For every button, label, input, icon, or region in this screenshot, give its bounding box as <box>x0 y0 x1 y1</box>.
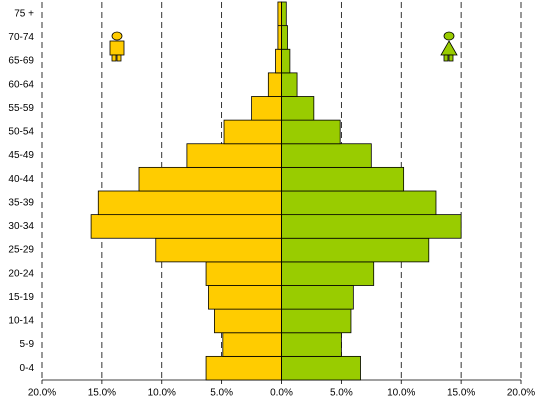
x-tick-label: 5.0% <box>330 388 353 399</box>
y-tick-label: 55-59 <box>8 103 34 114</box>
bar <box>281 48 291 74</box>
x-tick-label: 10.0% <box>148 388 176 399</box>
y-tick-label: 20-24 <box>8 268 34 279</box>
x-tick-label: 15.0% <box>88 388 116 399</box>
bar <box>281 308 352 334</box>
bar <box>138 166 282 192</box>
bar <box>214 308 282 334</box>
x-tick-label: 10.0% <box>387 388 415 399</box>
bar <box>281 72 298 97</box>
y-tick-label: 70-74 <box>8 32 34 43</box>
bar <box>281 190 437 216</box>
y-tick-label: 10-14 <box>8 316 34 327</box>
bar <box>90 214 282 239</box>
y-tick-label: 45-49 <box>8 150 34 161</box>
y-tick-label: 50-54 <box>8 127 34 138</box>
y-tick-label: 0-4 <box>20 363 35 374</box>
bar <box>281 143 372 168</box>
x-tick-label: 0.0% <box>270 388 293 399</box>
bar <box>277 25 282 50</box>
y-tick-label: 25-29 <box>8 245 34 256</box>
bar <box>281 332 342 357</box>
bar <box>223 119 282 145</box>
bar <box>281 355 361 381</box>
bar <box>281 237 430 263</box>
bar <box>281 96 315 121</box>
bar <box>281 261 375 286</box>
bar <box>281 285 354 310</box>
bar <box>208 285 282 310</box>
y-tick-label: 40-44 <box>8 174 34 185</box>
bar <box>281 214 462 239</box>
y-tick-label: 35-39 <box>8 197 34 208</box>
bar <box>222 332 282 357</box>
bar <box>275 48 282 74</box>
bar <box>205 261 282 286</box>
y-tick-label: 60-64 <box>8 79 34 90</box>
bar <box>281 119 341 145</box>
x-tick-label: 20.0% <box>28 388 56 399</box>
x-tick-label: 5.0% <box>210 388 233 399</box>
bar <box>277 1 282 27</box>
bar <box>251 96 282 121</box>
bar <box>205 355 282 381</box>
male-icon <box>109 31 125 62</box>
bar <box>155 237 282 263</box>
bar <box>267 72 282 97</box>
plot: 20.0% 15.0% 10.0% 5.0% 0.0% 5.0% 10.0% 15.0% 20.… <box>8 1 535 399</box>
bar <box>281 166 405 192</box>
bar <box>281 1 287 27</box>
y-tick-label: 75 + <box>14 8 34 19</box>
x-tick-label: 15.0% <box>447 388 475 399</box>
y-tick-label: 65-69 <box>8 56 34 67</box>
y-tick-label: 30-34 <box>8 221 34 232</box>
x-tick-label: 20.0% <box>507 388 535 399</box>
y-tick-label: 5-9 <box>20 339 35 350</box>
bar <box>281 25 288 50</box>
bar <box>97 190 282 216</box>
y-tick-label: 15-19 <box>8 292 34 303</box>
bar <box>186 143 282 168</box>
female-icon <box>440 31 458 62</box>
